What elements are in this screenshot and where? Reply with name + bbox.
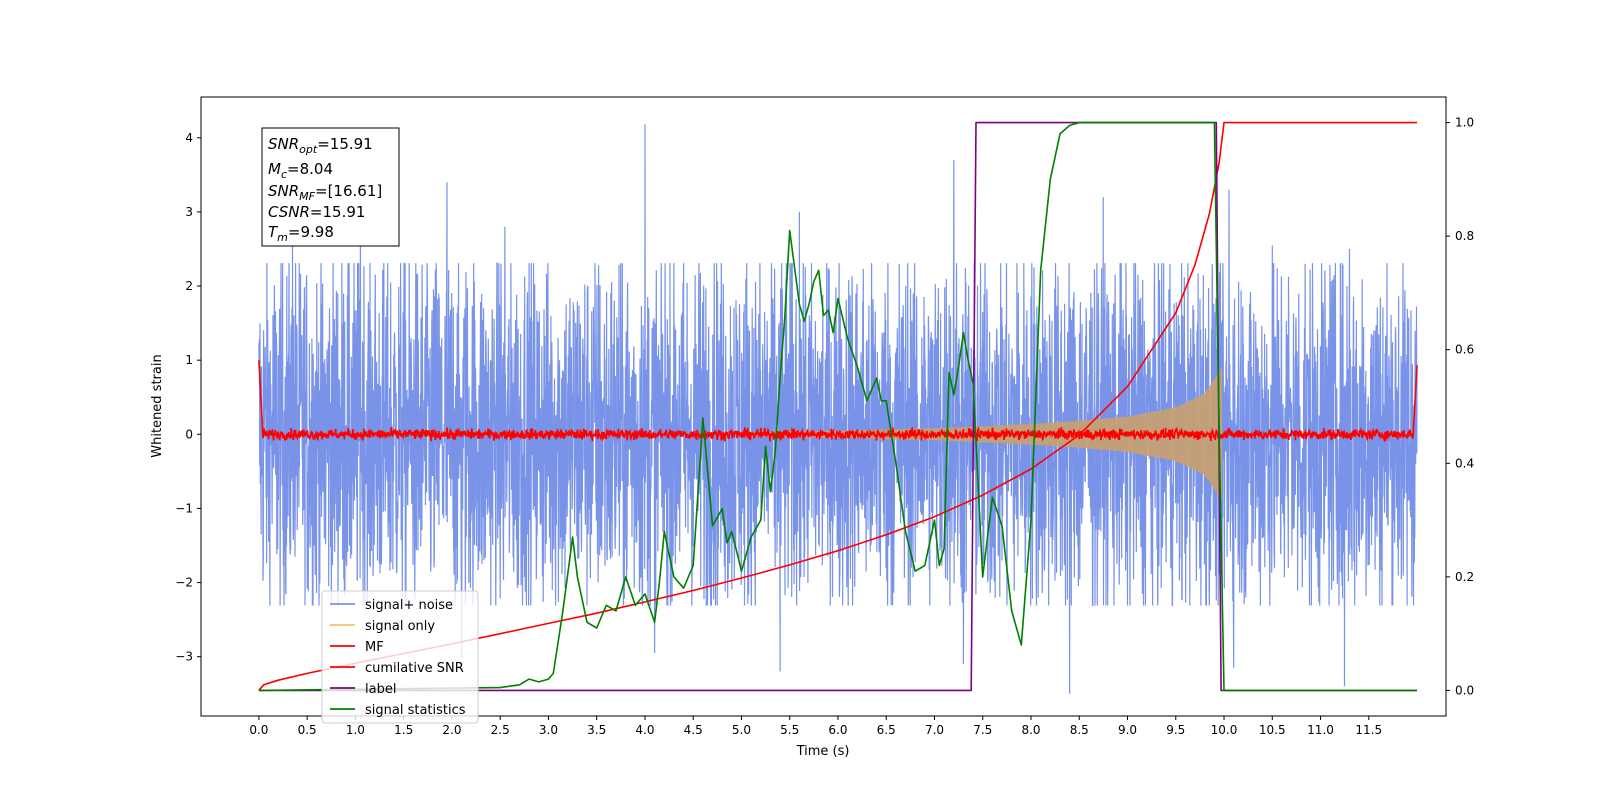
y-tick-label: 1 — [185, 353, 193, 367]
y-tick-label: −2 — [175, 576, 193, 590]
legend-entry: label — [330, 682, 396, 697]
y-tick-label: 2 — [185, 279, 193, 293]
x-tick-label: 10.0 — [1211, 723, 1238, 737]
x-tick-label: 6.5 — [877, 723, 896, 737]
y-tick-label: 3 — [185, 205, 193, 219]
x-tick-label: 0.0 — [249, 723, 268, 737]
legend: signal+ noise signal only MF cumilative SNR… — [321, 590, 479, 724]
legend-entry: signal+ noise — [330, 598, 453, 613]
x-tick-label: 2.0 — [442, 723, 461, 737]
info-snr-opt-value: =15.91 — [317, 135, 373, 153]
y2-tick-label: 0.8 — [1455, 229, 1474, 243]
x-tick-label: 11.5 — [1355, 723, 1382, 737]
info-tm: Tm=9.98 — [268, 223, 334, 244]
y-tick-label: −3 — [175, 650, 193, 664]
legend-label: signal statistics — [365, 703, 466, 718]
y-tick-label: 0 — [185, 427, 193, 441]
y-axis-right: 0.0 0.2 0.4 0.6 0.8 1.0 — [1446, 116, 1474, 697]
y-axis-left: −3 −2 −1 0 1 2 3 4 — [175, 131, 201, 664]
info-box-frame — [261, 127, 400, 247]
x-axis: 0.0 0.5 1.0 1.5 2.0 2.5 3.0 3.5 4.0 4.5 5.0 5.5 6.0 6… — [249, 716, 1382, 737]
x-axis-label: Time (s) — [796, 744, 850, 759]
x-tick-label: 0.5 — [298, 723, 317, 737]
x-tick-label: 8.0 — [1021, 723, 1040, 737]
x-tick-label: 1.0 — [346, 723, 365, 737]
series-mf — [258, 360, 1418, 443]
x-tick-label: 3.5 — [587, 723, 606, 737]
y-tick-label: 4 — [185, 131, 193, 145]
y2-tick-label: 0.2 — [1455, 570, 1474, 584]
info-mc-value: =8.04 — [287, 160, 333, 178]
info-csnr-value: =15.91 — [310, 203, 366, 221]
legend-label: signal only — [365, 619, 435, 634]
legend-entry: signal only — [330, 619, 435, 634]
info-snr-mf: SNRMF=[16.61] — [268, 182, 382, 203]
y2-tick-label: 0.6 — [1455, 343, 1474, 357]
x-tick-label: 5.5 — [780, 723, 799, 737]
legend-entry: signal statistics — [330, 703, 466, 718]
legend-frame — [321, 590, 479, 724]
x-tick-label: 5.0 — [732, 723, 751, 737]
y2-tick-label: 1.0 — [1455, 116, 1474, 130]
legend-label: MF — [365, 640, 384, 655]
y-axis-label: Whitened strain — [150, 354, 165, 457]
y2-tick-label: 0.4 — [1455, 456, 1474, 470]
series-signal-statistics — [258, 121, 1417, 692]
x-tick-label: 4.0 — [635, 723, 654, 737]
series-signal-noise — [258, 124, 1418, 694]
y2-tick-label: 0.0 — [1455, 683, 1474, 697]
axes-frame — [200, 96, 1447, 717]
legend-entry: MF — [330, 640, 384, 655]
legend-label: label — [365, 682, 396, 697]
legend-entry: cumilative SNR — [330, 661, 464, 676]
x-tick-label: 2.5 — [491, 723, 510, 737]
x-tick-label: 3.0 — [539, 723, 558, 737]
info-snr-mf-value: =[16.61] — [315, 182, 382, 200]
x-tick-label: 7.0 — [925, 723, 944, 737]
x-tick-label: 8.5 — [1070, 723, 1089, 737]
x-tick-label: 9.5 — [1166, 723, 1185, 737]
x-tick-label: 4.5 — [684, 723, 703, 737]
legend-label: signal+ noise — [365, 598, 453, 613]
info-mc: Mc=8.04 — [268, 160, 333, 181]
legend-label: cumilative SNR — [365, 661, 464, 676]
y-tick-label: −1 — [175, 501, 193, 515]
x-tick-label: 6.0 — [828, 723, 847, 737]
info-box: SNRopt=15.91 Mc=8.04 SNRMF=[16.61] CSNR=… — [261, 127, 400, 247]
x-tick-label: 7.5 — [973, 723, 992, 737]
x-tick-label: 1.5 — [394, 723, 413, 737]
x-tick-label: 9.0 — [1118, 723, 1137, 737]
info-csnr: CSNR=15.91 — [268, 203, 365, 221]
info-tm-value: =9.98 — [288, 223, 334, 241]
info-snr-opt: SNRopt=15.91 — [268, 135, 373, 156]
x-tick-label: 10.5 — [1259, 723, 1286, 737]
x-tick-label: 11.0 — [1307, 723, 1334, 737]
